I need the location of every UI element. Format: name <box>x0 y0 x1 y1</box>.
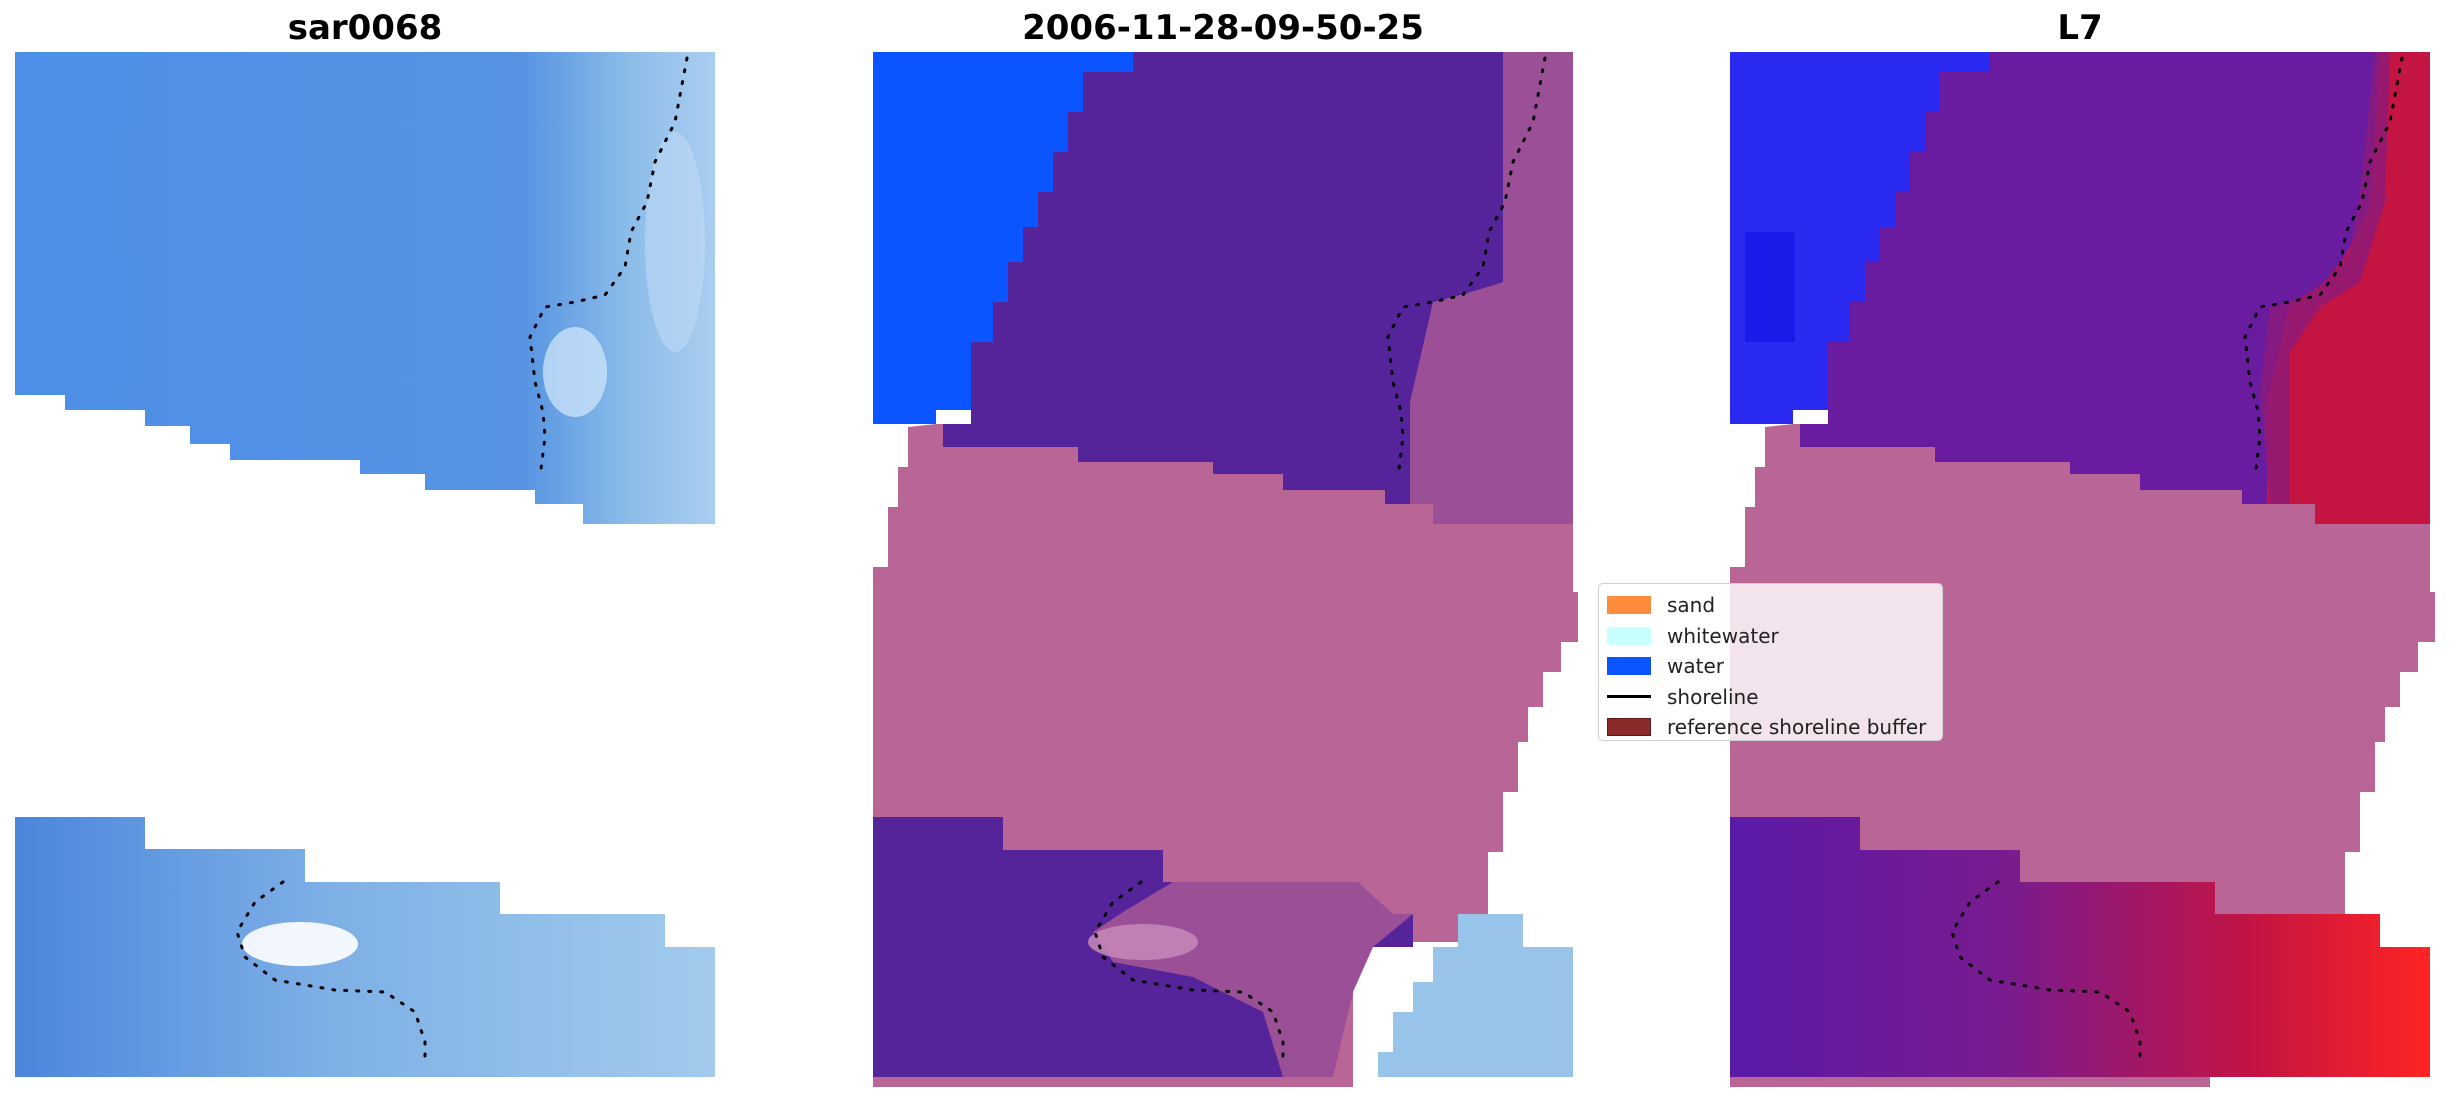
legend-label-water: water <box>1667 654 1724 679</box>
legend-item-whitewater: whitewater <box>1607 621 1942 652</box>
mix-region-top <box>1410 52 1573 524</box>
rgb-upper-region <box>15 52 715 524</box>
shoreline-swatch <box>1607 695 1651 699</box>
legend: sand whitewater water shoreline referenc… <box>1598 583 1943 741</box>
rgb-shoreline-top <box>528 56 689 479</box>
l7-lower-region <box>1730 817 2430 1077</box>
panel-title-index: L7 <box>2057 8 2103 48</box>
classified-shoreline-top <box>1386 56 1547 479</box>
water-swatch <box>1607 657 1651 676</box>
legend-label-shoreline: shoreline <box>1667 684 1759 709</box>
whitewater-swatch <box>1607 626 1651 645</box>
rgb-surf-highlight <box>543 327 607 417</box>
l7-shoreline-top <box>2243 56 2404 479</box>
legend-label-whitewater: whitewater <box>1667 623 1779 648</box>
legend-item-sand: sand <box>1607 590 1942 621</box>
rgb-whitewater-highlight <box>242 922 358 966</box>
rgb-image-panel <box>15 52 715 1077</box>
legend-item-water: water <box>1607 651 1942 682</box>
legend-label-reference-buffer: reference shoreline buffer <box>1667 715 1927 740</box>
legend-label-sand: sand <box>1667 593 1716 618</box>
reference-buffer-swatch <box>1607 718 1651 737</box>
l7-image-panel <box>1730 52 2435 1087</box>
legend-item-reference-buffer: reference shoreline buffer <box>1607 712 1942 743</box>
classified-image-panel <box>873 52 1578 1087</box>
sand-swatch <box>1607 596 1651 615</box>
panel-title-classified: 2006-11-28-09-50-25 <box>1022 8 1424 48</box>
legend-item-shoreline: shoreline <box>1607 682 1942 713</box>
rgb-lower-region <box>15 817 715 1077</box>
panel-title-rgb: sar0068 <box>287 8 443 48</box>
whitewater-region <box>1378 914 1573 1077</box>
